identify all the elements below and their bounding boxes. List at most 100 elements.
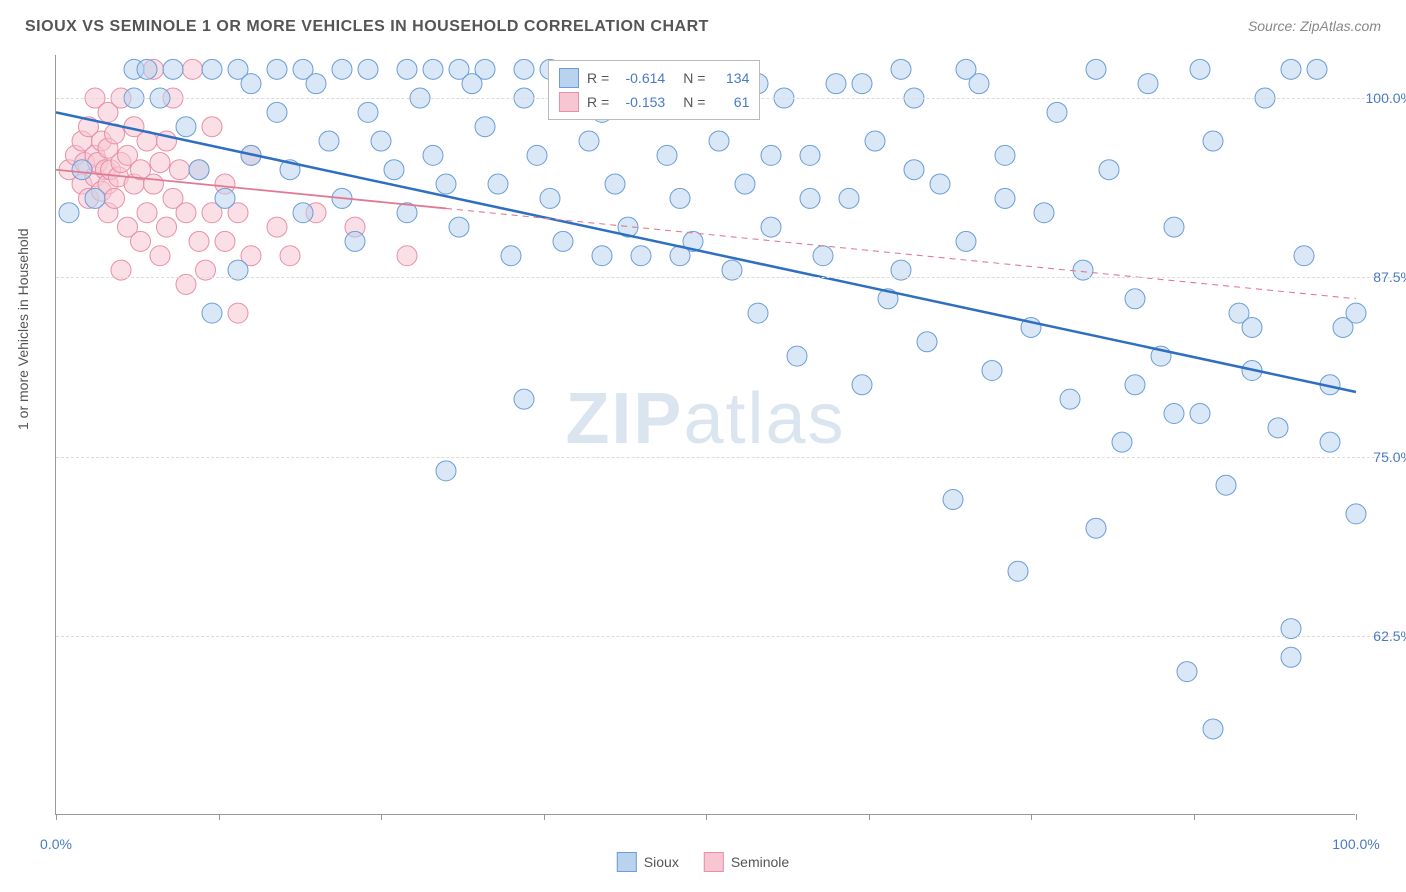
scatter-point: [761, 145, 781, 165]
xtick-label: 100.0%: [1332, 836, 1379, 852]
scatter-point: [397, 59, 417, 79]
scatter-point: [397, 246, 417, 266]
scatter-point: [826, 74, 846, 94]
scatter-point: [800, 188, 820, 208]
y-axis-label: 1 or more Vehicles in Household: [15, 228, 31, 430]
scatter-point: [371, 131, 391, 151]
scatter-point: [358, 59, 378, 79]
scatter-point: [982, 360, 1002, 380]
scatter-point: [1346, 303, 1366, 323]
scatter-point: [1034, 203, 1054, 223]
legend-series-item: Sioux: [617, 852, 679, 872]
scatter-point: [1203, 719, 1223, 739]
scatter-point: [183, 59, 203, 79]
scatter-point: [956, 231, 976, 251]
scatter-point: [1008, 561, 1028, 581]
scatter-point: [131, 231, 151, 251]
scatter-point: [72, 160, 92, 180]
scatter-point: [105, 188, 125, 208]
scatter-point: [215, 188, 235, 208]
legend-n-value: 134: [713, 70, 749, 86]
legend-r-value: -0.614: [617, 70, 665, 86]
scatter-point: [1164, 403, 1184, 423]
scatter-point: [514, 389, 534, 409]
legend-r-label: R =: [587, 94, 609, 110]
scatter-point: [85, 188, 105, 208]
scatter-point: [332, 59, 352, 79]
scatter-point: [319, 131, 339, 151]
scatter-point: [553, 231, 573, 251]
scatter-point: [1138, 74, 1158, 94]
scatter-point: [852, 74, 872, 94]
scatter-point: [202, 117, 222, 137]
ytick-label: 100.0%: [1358, 90, 1406, 106]
scatter-point: [267, 59, 287, 79]
title-bar: SIOUX VS SEMINOLE 1 OR MORE VEHICLES IN …: [25, 18, 1381, 48]
scatter-point: [748, 303, 768, 323]
plot-area: ZIPatlas 62.5%75.0%87.5%100.0%0.0%100.0%: [55, 55, 1355, 815]
gridline: [56, 277, 1405, 278]
scatter-point: [501, 246, 521, 266]
scatter-point: [144, 174, 164, 194]
scatter-point: [865, 131, 885, 151]
scatter-point: [267, 102, 287, 122]
legend-series: Sioux Seminole: [617, 852, 789, 872]
scatter-point: [202, 303, 222, 323]
scatter-point: [189, 231, 209, 251]
scatter-point: [170, 160, 190, 180]
scatter-point: [157, 217, 177, 237]
gridline: [56, 457, 1405, 458]
legend-series-label: Seminole: [731, 854, 789, 870]
scatter-point: [436, 174, 456, 194]
scatter-point: [306, 74, 326, 94]
scatter-point: [1047, 102, 1067, 122]
scatter-point: [137, 59, 157, 79]
legend-n-label: N =: [683, 70, 705, 86]
scatter-point: [514, 59, 534, 79]
xtick: [56, 814, 57, 820]
scatter-point: [150, 246, 170, 266]
scatter-point: [1112, 432, 1132, 452]
scatter-point: [241, 74, 261, 94]
legend-r-label: R =: [587, 70, 609, 86]
scatter-point: [1307, 59, 1327, 79]
scatter-point: [813, 246, 833, 266]
scatter-point: [943, 490, 963, 510]
scatter-point: [449, 217, 469, 237]
scatter-point: [436, 461, 456, 481]
scatter-point: [930, 174, 950, 194]
scatter-point: [1294, 246, 1314, 266]
xtick: [219, 814, 220, 820]
xtick: [1356, 814, 1357, 820]
scatter-point: [1281, 647, 1301, 667]
scatter-point: [176, 117, 196, 137]
trendline-dashed: [446, 208, 1356, 298]
legend-n-value: 61: [713, 94, 749, 110]
scatter-point: [1177, 662, 1197, 682]
scatter-point: [488, 174, 508, 194]
scatter-point: [475, 117, 495, 137]
scatter-point: [1190, 59, 1210, 79]
scatter-point: [657, 145, 677, 165]
scatter-point: [1164, 217, 1184, 237]
xtick: [1031, 814, 1032, 820]
scatter-point: [904, 160, 924, 180]
scatter-point: [1125, 375, 1145, 395]
scatter-point: [280, 246, 300, 266]
scatter-point: [839, 188, 859, 208]
scatter-point: [917, 332, 937, 352]
scatter-point: [345, 231, 365, 251]
legend-series-item: Seminole: [704, 852, 789, 872]
scatter-point: [267, 217, 287, 237]
ytick-label: 75.0%: [1358, 449, 1406, 465]
scatter-point: [189, 160, 209, 180]
scatter-point: [995, 188, 1015, 208]
scatter-point: [423, 145, 443, 165]
scatter-point: [202, 59, 222, 79]
scatter-point: [1086, 518, 1106, 538]
legend-swatch: [704, 852, 724, 872]
xtick: [381, 814, 382, 820]
scatter-point: [1216, 475, 1236, 495]
scatter-point: [800, 145, 820, 165]
legend-stats-row: R = -0.614 N = 134: [559, 66, 749, 90]
